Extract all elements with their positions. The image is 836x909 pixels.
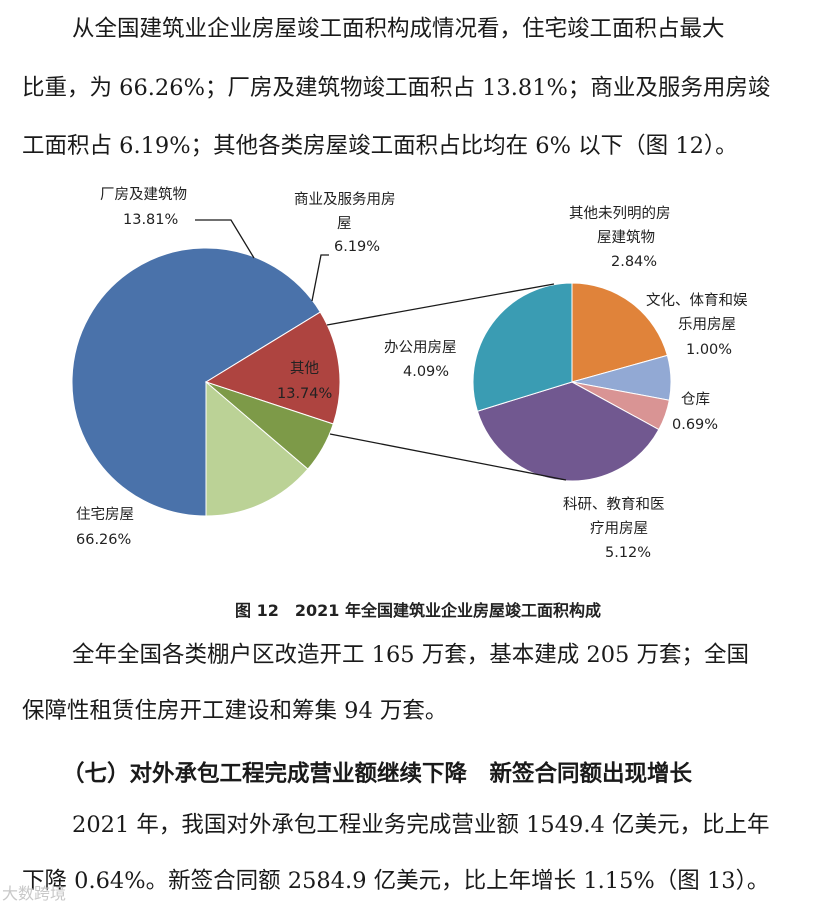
connector-lines	[326, 283, 567, 481]
label-office-pct: 4.09%	[403, 364, 449, 380]
contract-line-2: 下降 0.64%。新签合同额 2584.9 亿美元，比上年增长 1.15%（图 …	[22, 868, 770, 894]
label-other-pct: 13.74%	[277, 386, 332, 402]
main-pie-slice-2	[204, 311, 341, 425]
label-research-pct: 5.12%	[605, 545, 651, 561]
watermark: 大数跨境	[2, 884, 67, 903]
slice-labels: 厂房及建筑物 13.81% 商业及服务用房 屋 6.19% 其他 13.74% …	[76, 186, 748, 561]
housing-line-2: 保障性租赁住房开工建设和筹集 94 万套。	[22, 698, 448, 724]
breakdown-pie	[472, 282, 672, 482]
label-office-name: 办公用房屋	[384, 339, 457, 356]
label-research-name-1: 科研、教育和医	[563, 496, 665, 513]
intro-line-2: 比重，为 66.26%；厂房及建筑物竣工面积占 13.81%；商业及服务用房竣	[22, 75, 771, 101]
label-unlisted-name-2: 屋建筑物	[597, 229, 655, 246]
intro-line-3: 工面积占 6.19%；其他各类房屋竣工面积占比均在 6% 以下（图 12）。	[22, 133, 738, 159]
label-unlisted-pct: 2.84%	[611, 254, 657, 270]
connector-line-top	[326, 283, 555, 326]
connector-line-bottom	[329, 433, 567, 481]
main-pie-slice-1	[71, 247, 321, 517]
label-commerce-name-2: 屋	[337, 216, 352, 232]
pie-chart-svg: 厂房及建筑物 13.81% 商业及服务用房 屋 6.19% 其他 13.74% …	[71, 186, 748, 561]
main-pie	[71, 247, 341, 517]
label-residential-name: 住宅房屋	[76, 506, 134, 523]
label-unlisted-name-1: 其他未列明的房	[569, 205, 671, 222]
breakdown-pie-slice-5	[472, 282, 573, 412]
housing-line-1: 全年全国各类棚户区改造开工 165 万套，基本建成 205 万套；全国	[72, 642, 750, 668]
label-warehouse-pct: 0.69%	[672, 417, 718, 433]
leader-line-commerce	[311, 254, 329, 302]
label-culture-name-1: 文化、体育和娱	[646, 292, 748, 309]
breakdown-pie-slice-1	[571, 282, 668, 383]
label-factory-name: 厂房及建筑物	[100, 186, 187, 203]
figure-caption: 图 12 2021 年全国建筑业企业房屋竣工面积构成	[235, 601, 601, 620]
label-warehouse-name: 仓库	[681, 391, 710, 408]
intro-line-1: 从全国建筑业企业房屋竣工面积构成情况看，住宅竣工面积占最大	[72, 16, 725, 42]
main-pie-slice-4	[205, 380, 309, 517]
label-culture-name-2: 乐用房屋	[678, 316, 736, 333]
label-research-name-2: 疗用房屋	[590, 520, 648, 537]
contract-line-1: 2021 年，我国对外承包工程业务完成营业额 1549.4 亿美元，比上年	[72, 812, 770, 838]
leader-line-factory	[195, 219, 255, 259]
label-other-name: 其他	[290, 360, 319, 377]
label-commerce-pct: 6.19%	[334, 239, 380, 255]
label-commerce-name-1: 商业及服务用房	[294, 191, 396, 208]
pie-chart-figure: 厂房及建筑物 13.81% 商业及服务用房 屋 6.19% 其他 13.74% …	[0, 172, 836, 592]
label-residential-pct: 66.26%	[76, 532, 131, 548]
label-culture-pct: 1.00%	[686, 342, 732, 358]
breakdown-pie-slice-4	[476, 381, 660, 482]
leader-lines	[195, 219, 329, 302]
section-heading: （七）对外承包工程完成营业额继续下降 新签合同额出现增长	[62, 761, 693, 787]
label-factory-pct: 13.81%	[123, 212, 178, 228]
